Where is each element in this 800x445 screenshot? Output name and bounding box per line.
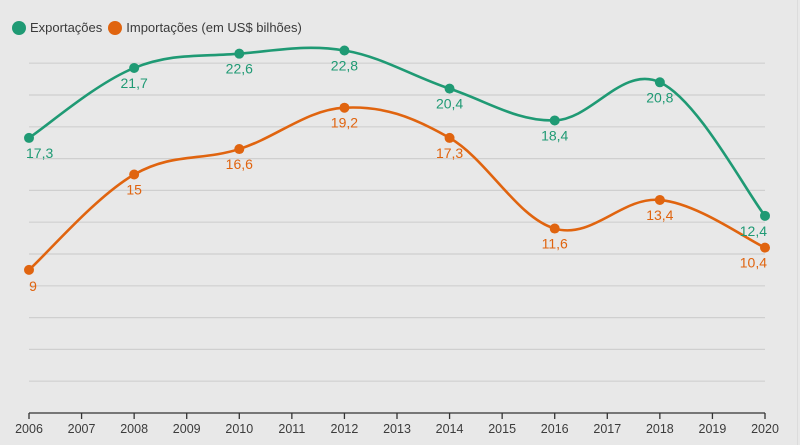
- data-point-exportacoes: [339, 45, 350, 56]
- x-axis: 2006 2007 2008 2009 2010 2011 2012 2013 2014 2015…: [15, 412, 779, 436]
- x-tick-label: 2016: [541, 422, 569, 436]
- x-tick-label: 2018: [646, 422, 674, 436]
- frame-border: [797, 0, 798, 445]
- x-tick-label: 2017: [593, 422, 621, 436]
- data-labels: 17,3 21,7 22,6 22,8 20,4 18,4 20,8 12,4 9 15 16,6 1…: [26, 57, 767, 293]
- data-point-importacoes: [234, 144, 245, 155]
- data-label-exportacoes: 21,7: [121, 75, 148, 91]
- data-label-exportacoes: 18,4: [541, 127, 568, 143]
- x-tick-label: 2019: [699, 422, 727, 436]
- data-label-importacoes: 15: [126, 182, 142, 198]
- data-label-importacoes: 16,6: [226, 156, 253, 172]
- data-point-importacoes: [444, 132, 455, 143]
- data-label-exportacoes: 20,4: [436, 96, 463, 112]
- data-label-exportacoes: 20,8: [646, 89, 673, 105]
- x-tick-label: 2007: [68, 422, 96, 436]
- x-tick-label: 2012: [331, 422, 359, 436]
- data-point-importacoes: [549, 223, 560, 234]
- data-point-importacoes: [760, 242, 770, 253]
- data-point-importacoes: [24, 264, 34, 275]
- legend-item-exportacoes: Exportações: [12, 20, 102, 35]
- data-label-importacoes: 17,3: [436, 145, 463, 161]
- data-point-exportacoes: [129, 62, 140, 73]
- x-tick-label: 2020: [751, 422, 779, 436]
- legend-item-importacoes: Importações (em US$ bilhões): [108, 20, 302, 35]
- data-point-exportacoes: [24, 132, 34, 143]
- series-line-importacoes: [28, 106, 766, 271]
- x-tick-label: 2015: [488, 422, 516, 436]
- data-point-exportacoes: [654, 77, 665, 88]
- gridlines: [29, 62, 765, 382]
- x-tick-label: 2011: [278, 422, 305, 436]
- data-label-importacoes: 11,6: [542, 236, 568, 252]
- data-label-importacoes: 13,4: [646, 207, 673, 223]
- data-label-exportacoes: 22,6: [226, 61, 253, 77]
- x-tick-label: 2014: [436, 422, 464, 436]
- series-group: [24, 45, 770, 275]
- legend-marker-exportacoes: [12, 20, 26, 35]
- data-point-exportacoes: [760, 210, 770, 221]
- data-label-exportacoes: 12,4: [740, 223, 767, 239]
- x-tick-label: 2013: [383, 422, 411, 436]
- legend-label-exportacoes: Exportações: [30, 20, 103, 35]
- data-label-importacoes: 19,2: [331, 115, 358, 131]
- data-label-importacoes: 9: [29, 278, 37, 294]
- data-point-exportacoes: [234, 48, 245, 59]
- data-point-importacoes: [129, 169, 140, 180]
- data-point-importacoes: [654, 194, 665, 205]
- data-point-exportacoes: [549, 115, 560, 126]
- x-tick-label: 2009: [173, 422, 201, 436]
- data-point-exportacoes: [444, 83, 455, 94]
- data-point-importacoes: [339, 102, 350, 113]
- data-label-exportacoes: 17,3: [26, 145, 53, 161]
- data-label-importacoes: 10,4: [740, 255, 767, 271]
- legend-label-importacoes: Importações (em US$ bilhões): [126, 20, 302, 35]
- x-tick-label: 2008: [120, 422, 148, 436]
- chart-legend: Exportações Importações (em US$ bilhões): [12, 20, 308, 35]
- legend-marker-importacoes: [108, 20, 123, 35]
- x-tick-label: 2006: [15, 422, 43, 436]
- data-label-exportacoes: 22,8: [331, 57, 358, 73]
- x-tick-label: 2010: [225, 422, 253, 436]
